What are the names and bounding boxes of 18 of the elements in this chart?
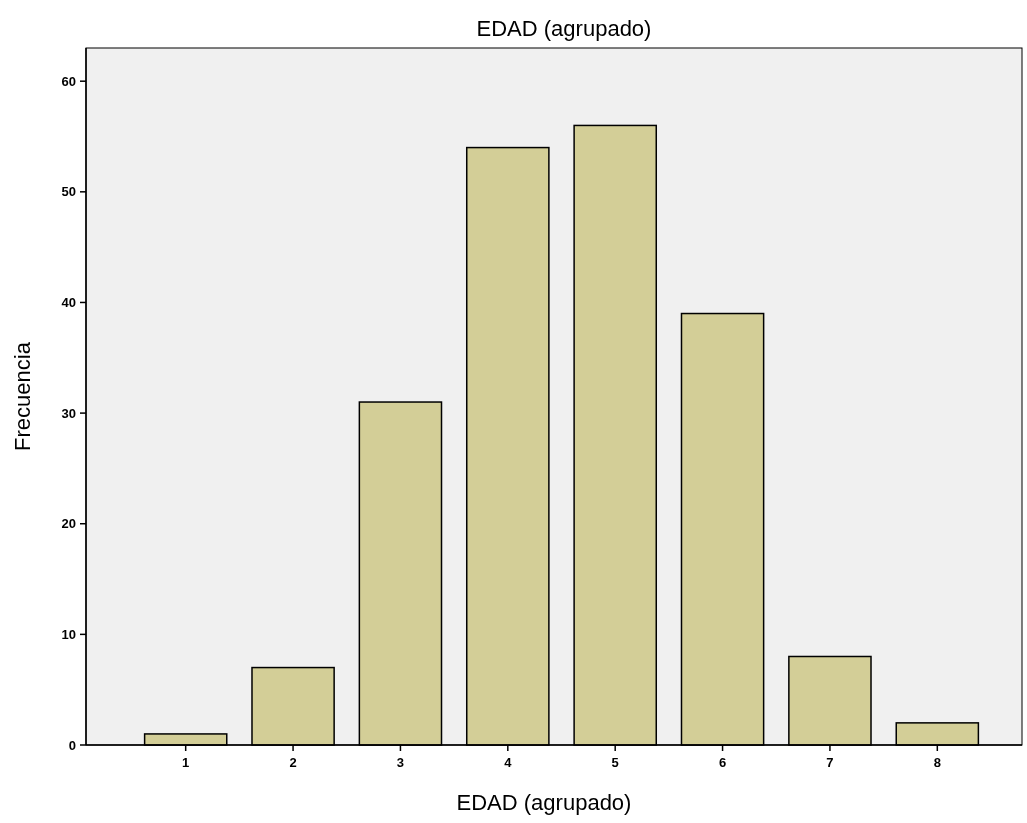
- y-tick-label: 40: [61, 295, 76, 311]
- x-tick-label: 3: [396, 755, 405, 770]
- chart-title: EDAD (agrupado): [476, 16, 652, 41]
- x-axis-title: EDAD (agrupado): [456, 790, 632, 815]
- x-tick-label: 7: [826, 755, 834, 770]
- y-axis-title: Frecuencia: [10, 341, 35, 451]
- x-tick-label: 8: [933, 755, 941, 770]
- x-tick-label: 6: [718, 755, 727, 770]
- y-tick-label: 60: [61, 73, 76, 89]
- y-tick-label: 10: [61, 626, 76, 642]
- y-tick-label: 0: [68, 737, 76, 753]
- x-tick-label: 5: [611, 755, 619, 770]
- x-tick-label: 4: [504, 755, 513, 770]
- y-tick-label: 20: [61, 516, 76, 532]
- y-tick-label: 30: [61, 405, 76, 421]
- x-tick-label: 2: [289, 755, 297, 770]
- y-tick-label: 50: [61, 184, 76, 200]
- x-tick-label: 1: [182, 755, 190, 770]
